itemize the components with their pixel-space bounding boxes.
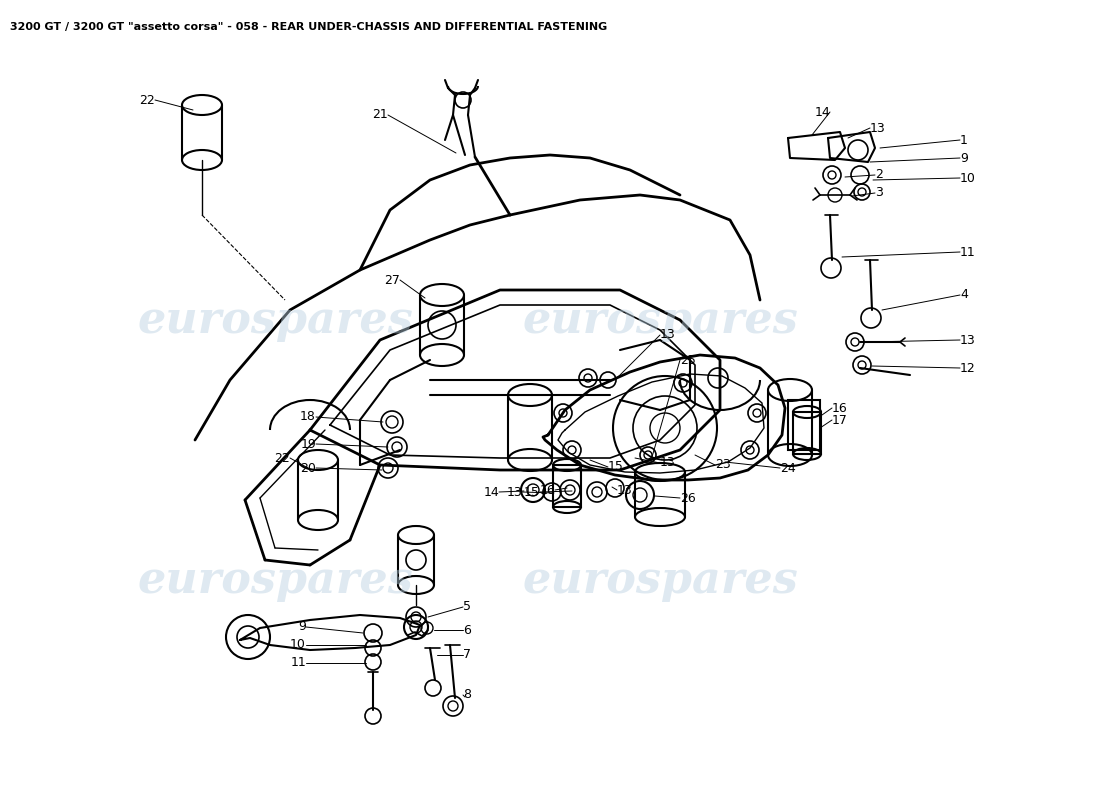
Text: 11: 11: [960, 246, 976, 258]
Text: 9: 9: [298, 621, 306, 634]
Text: 5: 5: [463, 601, 471, 614]
Text: 21: 21: [372, 109, 388, 122]
Text: 16: 16: [539, 483, 556, 497]
Text: 3200 GT / 3200 GT "assetto corsa" - 058 - REAR UNDER-CHASSIS AND DIFFERENTIAL FA: 3200 GT / 3200 GT "assetto corsa" - 058 …: [10, 22, 607, 32]
Text: eurospares: eurospares: [522, 298, 798, 342]
Text: 10: 10: [290, 638, 306, 651]
Text: eurospares: eurospares: [138, 558, 412, 602]
Text: 13: 13: [870, 122, 886, 134]
Text: 15: 15: [524, 486, 540, 498]
Text: 22: 22: [140, 94, 155, 106]
Text: 9: 9: [960, 151, 968, 165]
Text: 6: 6: [463, 623, 471, 637]
Text: eurospares: eurospares: [138, 298, 412, 342]
Text: 16: 16: [832, 402, 848, 414]
Text: 7: 7: [463, 649, 471, 662]
Text: 13: 13: [660, 457, 675, 470]
Text: 19: 19: [300, 438, 316, 450]
Text: 23: 23: [715, 458, 730, 471]
Text: 15: 15: [608, 461, 624, 474]
Bar: [553, 465, 581, 507]
Text: eurospares: eurospares: [522, 558, 798, 602]
Text: 20: 20: [300, 462, 316, 474]
Text: 14: 14: [483, 486, 499, 498]
Text: 3: 3: [874, 186, 883, 199]
Text: 22: 22: [274, 451, 290, 465]
Text: 8: 8: [463, 689, 471, 702]
Text: 13: 13: [506, 486, 522, 498]
Text: 14: 14: [814, 106, 830, 118]
Text: 11: 11: [290, 657, 306, 670]
Text: 2: 2: [874, 169, 883, 182]
Text: 13: 13: [960, 334, 976, 346]
Bar: [793, 412, 821, 454]
Text: 13: 13: [660, 329, 675, 342]
Text: 13: 13: [617, 483, 632, 497]
Text: 4: 4: [960, 289, 968, 302]
Text: 1: 1: [960, 134, 968, 146]
Text: 17: 17: [832, 414, 848, 426]
Bar: [788, 400, 820, 450]
Text: 12: 12: [960, 362, 976, 374]
Text: 24: 24: [780, 462, 795, 474]
Text: 18: 18: [300, 410, 316, 423]
Text: 10: 10: [960, 171, 976, 185]
Text: 27: 27: [384, 274, 400, 286]
Text: 25: 25: [680, 354, 696, 366]
Text: 26: 26: [680, 491, 695, 505]
